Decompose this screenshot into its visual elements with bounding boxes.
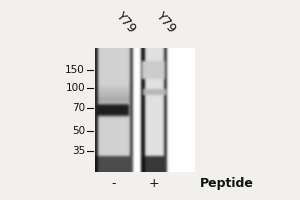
Text: 35: 35	[72, 146, 85, 156]
Text: Peptide: Peptide	[200, 177, 254, 190]
Text: 70: 70	[72, 103, 85, 113]
Text: Y79: Y79	[114, 10, 139, 36]
Text: 150: 150	[65, 65, 85, 75]
Text: +: +	[149, 177, 159, 190]
Text: -: -	[112, 177, 116, 190]
Text: Y79: Y79	[154, 10, 179, 36]
Text: 50: 50	[72, 126, 85, 136]
Text: 100: 100	[65, 83, 85, 93]
